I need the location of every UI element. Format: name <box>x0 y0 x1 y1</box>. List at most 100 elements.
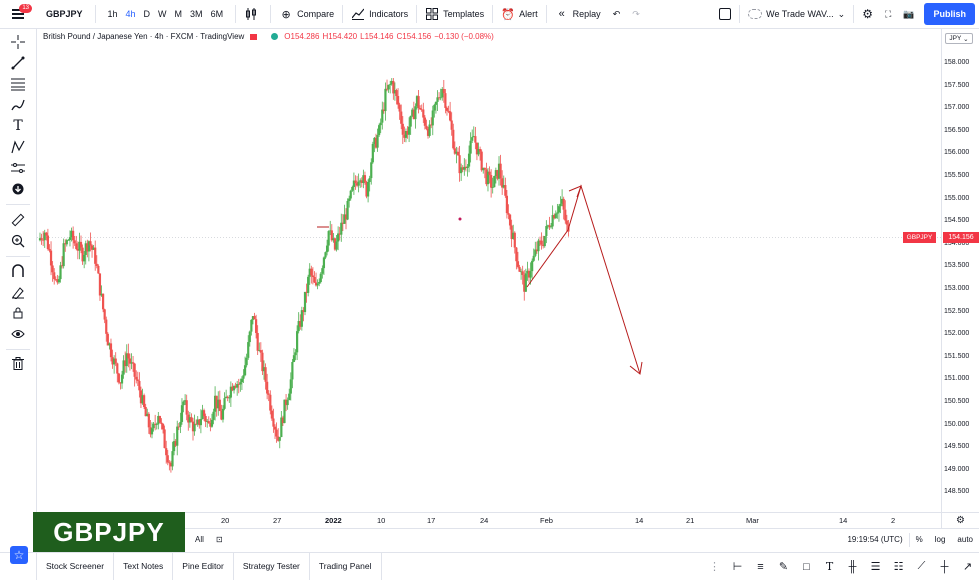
candle-body <box>450 120 453 130</box>
alert-button[interactable]: ⏰ Alert <box>495 0 544 29</box>
tab-text-notes[interactable]: Text Notes <box>114 552 174 580</box>
time-axis[interactable]: 1320272022101724Feb1421Mar142 <box>37 512 941 528</box>
ruler-icon[interactable] <box>9 211 27 229</box>
percent-scale-button[interactable]: % <box>915 535 923 544</box>
candle-body <box>480 151 483 171</box>
candle-body <box>352 180 355 187</box>
candle-body <box>436 97 439 102</box>
candle-body <box>460 167 463 174</box>
candle-body <box>337 233 340 242</box>
magnet-icon[interactable] <box>9 262 27 280</box>
main-menu-button[interactable]: 13 <box>0 0 36 29</box>
compare-button[interactable]: ⊕ Compare <box>273 0 340 29</box>
trash-icon[interactable] <box>9 354 27 372</box>
watermark-text: GBPJPY <box>53 516 165 547</box>
tab-trading-panel[interactable]: Trading Panel <box>310 552 382 580</box>
go-to-date-button[interactable]: ⊡ <box>210 535 229 544</box>
axis-settings-button[interactable]: ⚙ <box>941 512 979 528</box>
candle-body <box>527 270 531 278</box>
zoom-in-icon[interactable] <box>9 232 27 250</box>
icon-tool-icon[interactable] <box>9 180 27 198</box>
candle-body <box>281 417 285 424</box>
candle-body <box>267 393 270 395</box>
fib-retracement-icon[interactable] <box>9 75 27 93</box>
candle-body <box>524 273 527 292</box>
timeframe-1h[interactable]: 1h <box>107 9 118 19</box>
templates-icon <box>425 7 439 21</box>
templates-button[interactable]: Templates <box>419 0 490 29</box>
snapshot-button[interactable]: 📷 <box>897 0 920 29</box>
timeframe-D[interactable]: D <box>143 9 151 19</box>
brush-icon[interactable]: ✎ <box>778 561 789 573</box>
prediction-icon[interactable] <box>9 159 27 177</box>
pattern-icon[interactable] <box>9 138 27 156</box>
candle-body <box>128 358 132 364</box>
chart-type-button[interactable] <box>238 0 268 29</box>
log-scale-button[interactable]: log <box>934 535 946 544</box>
candle-body <box>423 117 426 126</box>
tab-pine-editor[interactable]: Pine Editor <box>173 552 234 580</box>
redo-button[interactable]: ↷ <box>626 0 646 29</box>
rectangle-icon[interactable]: □ <box>803 560 810 573</box>
lock-icon[interactable] <box>9 304 27 322</box>
price-label: 155.500 <box>944 172 970 179</box>
long-position-icon[interactable]: ☰ <box>870 561 881 573</box>
timeframe-W[interactable]: W <box>158 9 167 19</box>
undo-button[interactable]: ↶ <box>607 0 627 29</box>
timeframe-3M[interactable]: 3M <box>190 9 203 19</box>
candle-body <box>40 238 43 240</box>
candle-body <box>549 226 553 228</box>
price-chart[interactable] <box>37 29 941 512</box>
auto-scale-button[interactable]: auto <box>957 535 973 544</box>
candle-body <box>204 416 207 422</box>
timeframe-4h[interactable]: 4h <box>125 9 136 19</box>
text-tool-icon[interactable]: T <box>13 118 23 134</box>
price-axis[interactable]: JPY ⌄ 158.000 157.500 157.000 156.500 156.00… <box>941 29 979 512</box>
horizontal-ray-icon[interactable]: ⊢ <box>732 561 743 573</box>
indicators-button[interactable]: Indicators <box>345 0 414 29</box>
candle-body <box>565 220 568 225</box>
candle-body <box>351 186 354 191</box>
candle-body <box>318 281 321 284</box>
short-position-icon[interactable]: ☷ <box>893 561 904 573</box>
price-range-icon[interactable]: ╫ <box>848 560 857 573</box>
brush-icon[interactable] <box>9 96 27 114</box>
workspace-select[interactable]: We Trade WAV... ⌄ <box>742 0 851 29</box>
timeframe-M[interactable]: M <box>174 9 183 19</box>
chart-pane[interactable]: British Pound / Japanese Yen · 4h · FXCM… <box>37 29 941 512</box>
arrow-tool-icon[interactable]: ↗ <box>962 561 973 573</box>
timeframe-6M[interactable]: 6M <box>210 9 224 19</box>
layout-button[interactable] <box>713 0 737 29</box>
candle-body <box>138 380 141 391</box>
settings-button[interactable]: ⚙ <box>856 0 879 29</box>
trend-line-icon[interactable] <box>9 54 27 72</box>
publish-button[interactable]: Publish <box>924 3 975 25</box>
currency-select[interactable]: JPY ⌄ <box>945 33 973 44</box>
candle-body <box>277 436 280 441</box>
candle-body <box>48 248 51 251</box>
candle-body <box>439 97 442 99</box>
candle-body <box>316 283 319 286</box>
projection-arrow-path[interactable] <box>526 184 641 375</box>
vertical-line-icon[interactable]: ┼ <box>940 560 949 573</box>
text-tool-icon[interactable]: T <box>825 560 834 573</box>
crosshair-icon[interactable] <box>9 33 27 51</box>
candle-body <box>437 97 441 99</box>
trend-line-icon[interactable]: ⟋ <box>917 560 926 572</box>
fullscreen-button[interactable]: ⛶ <box>879 0 897 29</box>
replay-button[interactable]: « Replay <box>549 0 607 29</box>
fib-retracement-icon[interactable]: ≡ <box>757 560 764 573</box>
candle-body <box>478 148 482 152</box>
candle-body <box>202 410 206 417</box>
symbol-search-button[interactable]: GBPJPY <box>46 9 83 19</box>
tab-stock-screener[interactable]: Stock Screener <box>37 552 115 580</box>
range-all-button[interactable]: All <box>195 535 204 544</box>
candle-body <box>81 247 84 262</box>
stay-drawing-icon[interactable] <box>9 283 27 301</box>
tab-strategy-tester[interactable]: Strategy Tester <box>234 552 310 580</box>
favorites-star-icon[interactable]: ☆ <box>10 546 28 564</box>
clock-display[interactable]: 19:19:54 (UTC) <box>847 535 903 544</box>
candle-body <box>374 137 378 148</box>
dots-handle-icon[interactable]: ⋮ <box>709 561 720 573</box>
eye-icon[interactable] <box>9 325 27 343</box>
